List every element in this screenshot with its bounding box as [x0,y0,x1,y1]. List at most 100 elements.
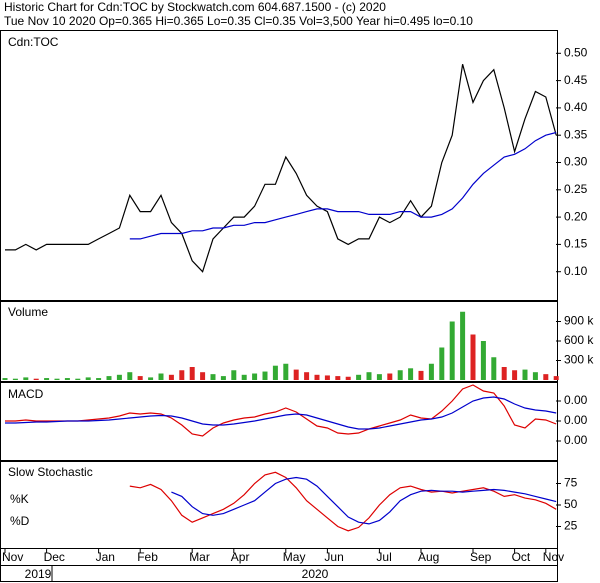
panel-label: MACD [8,387,44,401]
series-line [129,471,557,532]
volume-bar [335,376,341,380]
x-tick-label: Sep [470,550,492,564]
y-tick-label: 0.00 [564,433,588,447]
volume-bar [272,365,278,380]
volume-bar [12,378,18,380]
volume-bar [168,374,174,380]
volume-bar [491,357,497,380]
y-tick-label: 0.15 [564,237,588,251]
y-tick-label: 50 [564,497,578,511]
panel-label: Cdn:TOC [8,35,59,49]
panel-label: Volume [8,305,48,319]
stochastic-panel [0,461,558,549]
volume-bar [460,311,466,380]
volume-bar [501,367,507,380]
volume-bar [75,378,81,380]
y-tick-label: 300 k [564,353,594,367]
x-tick-label: May [283,550,306,564]
volume-bar [64,378,70,380]
volume-bar [262,371,268,380]
volume-bar [480,341,486,380]
volume-bar [96,378,102,380]
volume-bar [85,377,91,380]
volume-bar [137,376,143,380]
x-tick-label: Dec [44,550,65,564]
y-tick-label: 0.00 [564,413,588,427]
volume-bar [293,369,299,380]
x-tick-label: Nov [543,550,564,564]
x-tick-label: Mar [189,550,210,564]
x-tick-label: Nov [2,550,23,564]
volume-bar [179,370,185,380]
volume-bar [532,372,538,380]
volume-bar [2,378,8,380]
volume-bar [283,363,289,380]
series-line [171,476,557,525]
x-tick-label: Feb [137,550,158,564]
chart-title: Historic Chart for Cdn:TOC by Stockwatch… [4,0,386,14]
year-label: 2019 [25,567,52,581]
volume-bar [543,374,549,380]
volume-bar [376,374,382,380]
series-line [129,131,557,240]
volume-bar [439,347,445,380]
year-axis [0,565,558,582]
volume-bar [408,368,414,380]
series-line [5,64,557,273]
y-tick-label: 0.20 [564,209,588,223]
y-tick-label: 75 [564,476,578,490]
volume-bar [324,375,330,380]
volume-bar [397,370,403,380]
volume-bar [231,370,237,380]
panel-label: Slow Stochastic [8,465,93,479]
volume-bar [148,377,154,380]
volume-bar [106,376,112,380]
y-tick-label: 600 k [564,333,594,347]
volume-bar [200,372,206,380]
volume-bar [189,367,195,380]
y-tick-label: 0.30 [564,155,588,169]
volume-bar [522,369,528,380]
price-panel [0,30,558,301]
volume-bar [314,374,320,380]
volume-bar [33,378,39,380]
x-tick-label: Jul [376,550,391,564]
x-tick-label: Aug [418,550,439,564]
volume-bar [116,374,122,380]
x-tick-label: Jan [96,550,115,564]
volume-bar [158,373,164,380]
chart-subtitle: Tue Nov 10 2020 Op=0.365 Hi=0.365 Lo=0.3… [4,14,473,28]
legend-label: %K [10,492,29,506]
volume-bar [241,374,247,380]
volume-bar [304,372,310,380]
y-tick-label: 0.35 [564,127,588,141]
volume-bar [512,370,518,380]
legend-label: %D [10,514,30,528]
y-tick-label: 25 [564,519,578,533]
volume-bar [44,378,50,380]
volume-bar [366,372,372,380]
volume-bar [553,376,559,380]
macd-panel [0,382,558,461]
y-tick-label: 0.25 [564,182,588,196]
x-tick-label: Apr [231,550,250,564]
volume-bar [345,376,351,380]
series-line [5,384,557,437]
volume-bar [418,370,424,380]
volume-bar [127,372,133,380]
y-tick-label: 0.40 [564,100,588,114]
y-tick-label: 900 k [564,314,594,328]
x-tick-label: Oct [512,550,531,564]
volume-bar [356,374,362,380]
volume-bar [387,373,393,380]
volume-bar [252,373,258,380]
x-tick-label: Jun [324,550,343,564]
volume-bar [210,374,216,380]
y-tick-label: 0.10 [564,264,588,278]
volume-bar [54,378,60,380]
year-label: 2020 [302,567,329,581]
volume-bar [470,334,476,380]
volume-bar [428,363,434,380]
volume-bar [220,376,226,380]
